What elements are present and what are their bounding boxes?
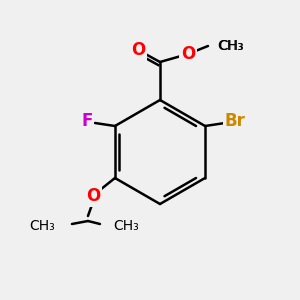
Text: Br: Br bbox=[225, 112, 245, 130]
Text: O: O bbox=[86, 187, 100, 205]
Text: CH₃: CH₃ bbox=[113, 219, 139, 233]
Text: CH₃: CH₃ bbox=[217, 39, 243, 53]
Text: O: O bbox=[129, 40, 143, 58]
Text: F: F bbox=[81, 112, 93, 130]
Text: O: O bbox=[181, 45, 195, 63]
Text: O: O bbox=[131, 41, 145, 59]
Text: O: O bbox=[182, 44, 196, 62]
Text: CH₃: CH₃ bbox=[218, 39, 244, 53]
Text: CH₃: CH₃ bbox=[29, 219, 55, 233]
